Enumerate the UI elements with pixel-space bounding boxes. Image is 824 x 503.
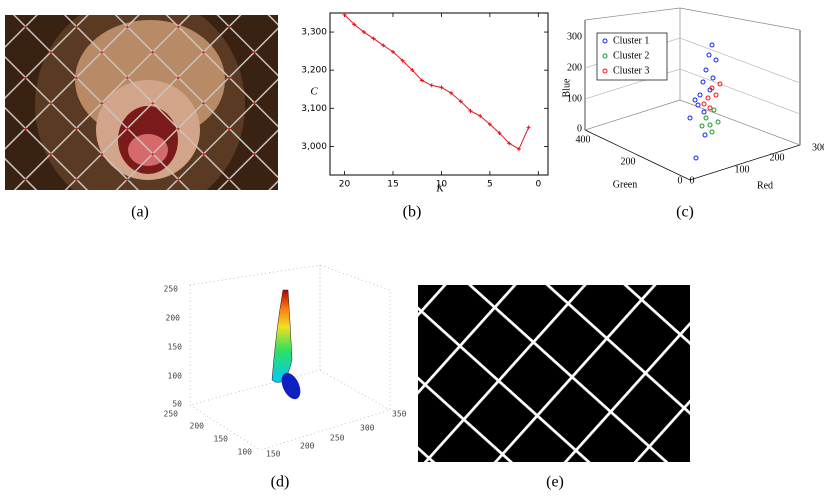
y-tick-label: 3,200 <box>301 66 327 76</box>
scatter-points <box>687 42 723 161</box>
point-marker <box>342 12 347 17</box>
point-marker <box>449 91 454 96</box>
tick-label: 100 <box>567 93 582 104</box>
y-tick-label: 3,300 <box>301 28 327 38</box>
x-axis-label: K <box>435 183 444 195</box>
point-marker <box>439 85 444 90</box>
x-tick-label: 0 <box>535 180 541 190</box>
tick-label: 200 <box>770 152 785 163</box>
line-chart: 20 15 10 5 0 3,000 3,100 3,200 3,300 <box>301 12 548 190</box>
x-tick-label: 5 <box>487 180 493 190</box>
x-tick-label: 20 <box>339 180 351 190</box>
point-marker <box>352 22 357 27</box>
x-tick-label: 15 <box>387 180 398 190</box>
caption: (d) <box>271 474 290 491</box>
tick-label: 0 <box>577 123 582 134</box>
caption: (c) <box>676 204 694 221</box>
y-axis-label: C <box>310 86 318 98</box>
point-marker <box>458 99 463 104</box>
caption: (b) <box>403 204 422 221</box>
tick-label: 100 <box>735 164 750 175</box>
mask-panel <box>418 285 690 462</box>
tick-label: 400 <box>576 134 591 145</box>
legend-label: Cluster 2 <box>613 50 649 61</box>
tick-label: 300 <box>360 424 375 433</box>
axis-label: Green <box>613 179 637 190</box>
tick-label: 200 <box>567 62 582 73</box>
line <box>344 14 530 150</box>
density-surface <box>271 289 301 400</box>
tick-label: 200 <box>166 314 181 323</box>
tick-label: 100 <box>168 372 183 381</box>
axis-label: Blue <box>561 78 572 97</box>
point-marker <box>468 108 473 113</box>
caption: (a) <box>131 204 149 221</box>
tick-label: 0 <box>690 175 695 186</box>
tick-label: 250 <box>164 410 179 419</box>
tick-label: 250 <box>164 285 179 294</box>
point-marker <box>400 58 405 63</box>
tick-label: 350 <box>392 410 407 419</box>
tick-label: 150 <box>214 435 229 444</box>
scatter-3d <box>584 7 801 181</box>
point-marker <box>361 30 366 35</box>
density-3d <box>189 264 391 451</box>
legend: Cluster 1 Cluster 2 Cluster 3 <box>596 32 668 81</box>
point-marker <box>497 131 502 136</box>
point-marker <box>526 125 531 130</box>
tick-label: 0 <box>678 175 683 186</box>
point-marker <box>390 49 395 54</box>
y-tick-label: 3,100 <box>301 104 327 114</box>
point-marker <box>381 43 386 48</box>
tick-label: 150 <box>168 343 183 352</box>
point-marker <box>487 122 492 127</box>
plot-frame <box>329 12 549 176</box>
caption: (e) <box>546 474 564 491</box>
tick-label: 250 <box>330 434 345 443</box>
tick-label: 300 <box>812 142 824 153</box>
point-marker <box>371 36 376 41</box>
y-tick-label: 3,000 <box>301 142 327 152</box>
x-tick-label: 10 <box>436 180 448 190</box>
tick-label: 200 <box>300 442 315 451</box>
legend-label: Cluster 3 <box>613 65 649 76</box>
tick-label: 150 <box>266 450 281 459</box>
point-marker <box>507 141 512 146</box>
tick-label: 50 <box>172 400 182 409</box>
point-marker <box>516 147 521 152</box>
point-marker <box>420 78 425 83</box>
axis-label: Red <box>757 180 773 191</box>
point-marker <box>478 113 483 118</box>
tick-label: 200 <box>190 422 205 431</box>
legend-label: Cluster 1 <box>613 35 649 46</box>
photo-panel <box>5 15 278 190</box>
tick-label: 100 <box>238 448 253 457</box>
tick-label: 200 <box>621 156 636 167</box>
tick-label: 300 <box>567 31 582 42</box>
point-marker <box>410 68 415 73</box>
point-marker <box>429 83 434 88</box>
